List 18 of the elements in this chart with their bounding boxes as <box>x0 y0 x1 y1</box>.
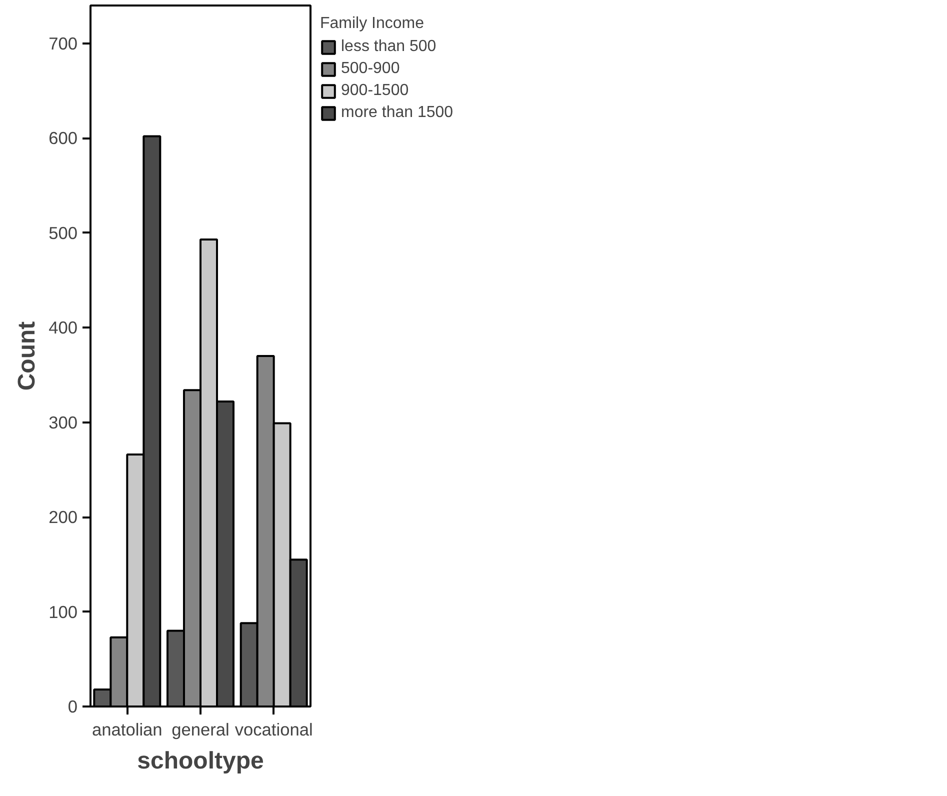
legend-label: more than 1500 <box>341 104 454 122</box>
x-axis-title: schooltype <box>137 748 264 774</box>
x-tick-label: general <box>172 720 230 740</box>
y-tick-label: 400 <box>48 318 78 338</box>
legend-title: Family Income <box>320 15 426 33</box>
legend-label: 900-1500 <box>341 82 409 100</box>
y-tick-label: 600 <box>48 128 78 148</box>
y-axis-title: Count <box>14 321 41 391</box>
y-tick-label: 300 <box>48 412 78 432</box>
legend-label: 500-900 <box>341 60 400 78</box>
y-tick-label: 100 <box>48 602 78 622</box>
legend-label: less than 500 <box>341 38 436 56</box>
x-tick-label: anatolian <box>92 720 162 740</box>
y-tick-label: 200 <box>48 507 78 528</box>
x-tick-label: vocational <box>234 720 313 740</box>
y-tick-label: 500 <box>48 222 78 243</box>
y-tick-label: 0 <box>68 696 78 716</box>
y-tick-label: 700 <box>48 33 78 54</box>
